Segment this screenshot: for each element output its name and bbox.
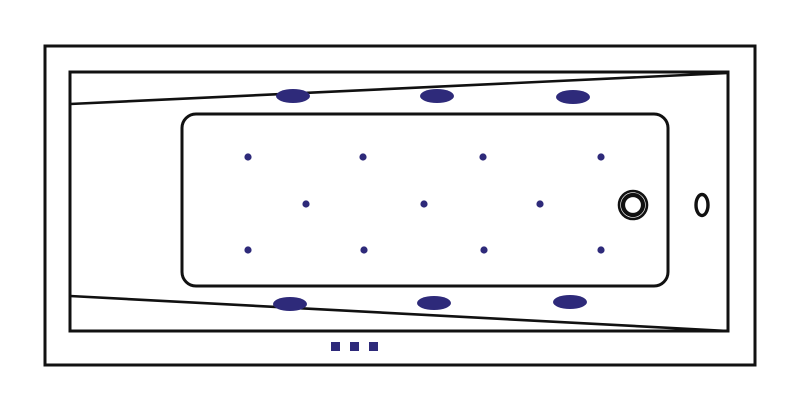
control-panel-buttons[interactable] xyxy=(331,342,378,351)
jet-row-middle-jet-2[interactable] xyxy=(420,200,428,208)
jet-row-middle xyxy=(302,200,544,208)
jet-row-bottom xyxy=(244,246,605,254)
jet-row-bottom-jet-4[interactable] xyxy=(597,246,605,254)
rim-jet-bottom-center[interactable] xyxy=(417,296,451,310)
jet-row-bottom-jet-2[interactable] xyxy=(360,246,368,254)
jet-row-middle-jet-3[interactable] xyxy=(536,200,544,208)
control-button-3[interactable] xyxy=(369,342,378,351)
jet-row-top-jet-1[interactable] xyxy=(244,153,252,161)
jet-row-top-jet-4[interactable] xyxy=(597,153,605,161)
control-button-1[interactable] xyxy=(331,342,340,351)
jet-row-bottom-jet-1[interactable] xyxy=(244,246,252,254)
outer-rim-rect xyxy=(43,44,757,367)
rim-jet-bottom-left[interactable] xyxy=(273,297,307,311)
rim-jet-top-right[interactable] xyxy=(556,90,590,104)
control-button-2[interactable] xyxy=(350,342,359,351)
bathtub-basin xyxy=(180,112,670,288)
overflow-ring[interactable] xyxy=(694,192,710,218)
bathtub-drain xyxy=(617,189,649,221)
bathtub-inner-rim xyxy=(68,70,730,333)
taper-lines-group xyxy=(69,71,729,333)
drain-inner-hole[interactable] xyxy=(626,198,640,212)
basin-jets-group xyxy=(244,153,605,254)
taper-line-bottom xyxy=(69,294,729,333)
jet-row-top xyxy=(244,153,605,161)
rim-jets-group xyxy=(273,89,590,311)
jet-row-top-jet-3[interactable] xyxy=(479,153,487,161)
drain-outer-ring xyxy=(617,189,649,221)
jet-row-top-jet-2[interactable] xyxy=(359,153,367,161)
rim-jet-top-center[interactable] xyxy=(420,89,454,103)
basin-rect xyxy=(180,112,670,288)
jet-row-bottom-jet-3[interactable] xyxy=(480,246,488,254)
inner-rim-rect xyxy=(68,70,730,333)
bathtub-overflow xyxy=(694,192,710,218)
rim-jet-top-left[interactable] xyxy=(276,89,310,103)
jet-row-middle-jet-1[interactable] xyxy=(302,200,310,208)
bathtub-outer-rim xyxy=(43,44,757,367)
rim-jet-bottom-right[interactable] xyxy=(553,295,587,309)
taper-line-top xyxy=(69,71,729,106)
drain-middle-ring xyxy=(620,192,646,218)
